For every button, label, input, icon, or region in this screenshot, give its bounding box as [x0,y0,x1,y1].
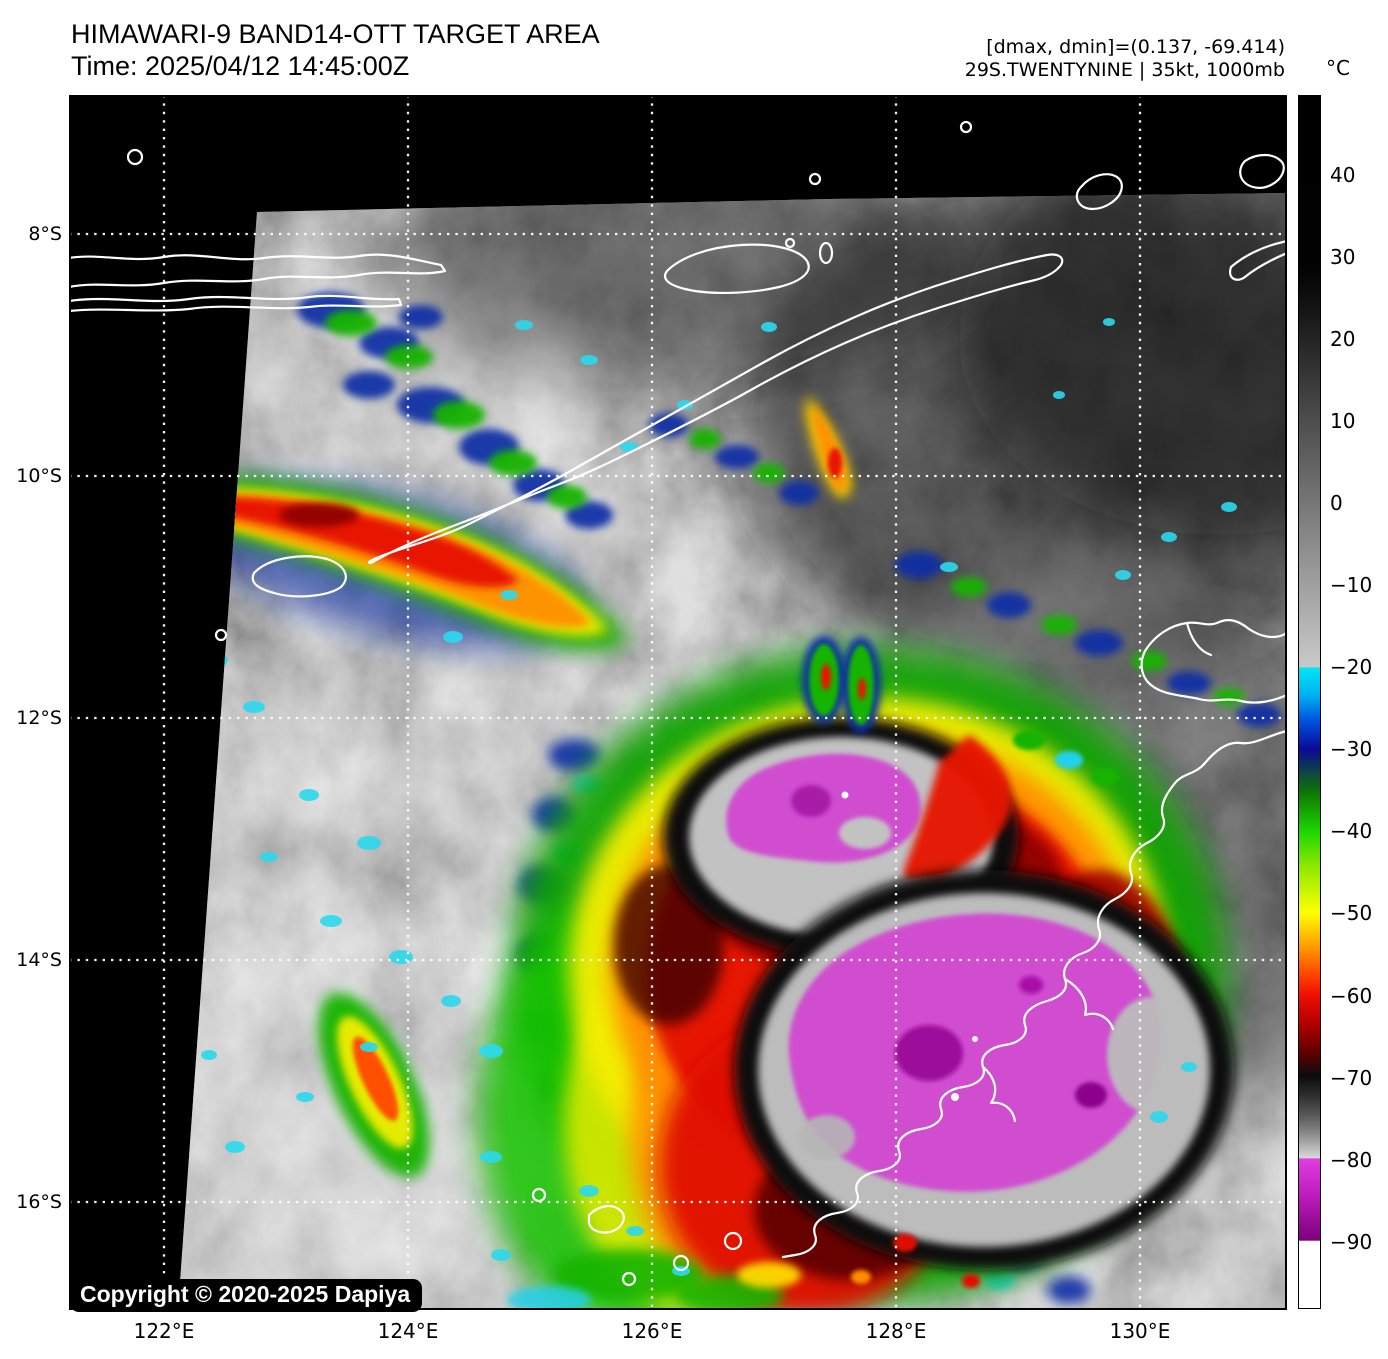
colorbar-tick-label: −20 [1330,655,1373,680]
lon-tick-label: 126°E [621,1319,683,1343]
island-chain-coast [69,294,403,313]
map-border [69,95,1287,1310]
lon-tick-label: 124°E [377,1319,439,1343]
lat-tick-label: 10°S [16,465,62,487]
product-time: Time: 2025/04/12 14:45:00Z [71,51,410,81]
tiwi-inlet [1185,621,1213,657]
colorbar-tick-label: 10 [1330,409,1356,434]
copyright-badge: Copyright © 2020-2025 Dapiya [70,1279,423,1312]
southern-band [507,1234,980,1310]
melville-tiwi-islands [1140,619,1287,704]
small-island [959,120,973,134]
atauro-island [818,241,834,265]
flores-chain-coast [69,253,447,289]
colorbar-tick-label: −30 [1330,737,1373,762]
lon-tick-label: 130°E [1109,1319,1171,1343]
small-island [214,628,228,642]
colorbar-tick-label: −40 [1330,819,1373,844]
leti-island [1075,173,1123,211]
timor-island [368,253,1064,565]
colorbar-tick-label: −50 [1330,901,1373,926]
colorbar-tick-label: −70 [1330,1065,1373,1090]
dmax-dmin-readout: [dmax, dmin]=(0.137, -69.414) [986,36,1285,58]
satellite-swath [178,193,1287,1310]
small-island [784,237,796,249]
small-island [621,1271,637,1287]
lon-tick-label: 128°E [865,1319,927,1343]
colorbar-tick-label: 40 [1330,163,1356,187]
colorbar-tick-label: −10 [1330,573,1373,598]
small-island [723,1231,743,1251]
small-island [126,148,144,166]
nw-convective-band [297,292,1281,727]
small-island [672,1254,690,1272]
product-title: HIMAWARI-9 BAND14-OTT TARGET AREA [71,19,600,49]
gulf-inlet [981,1065,1017,1123]
tanimbar-chain [1229,239,1287,281]
lon-tick-label: 122°E [133,1319,195,1343]
colorbar-unit-label: °C [1326,56,1350,80]
small-island [531,1187,547,1203]
colorbar-tick-label: −60 [1330,983,1373,1008]
australia-kimberley-coast [781,729,1287,1259]
babar-island [1239,153,1285,189]
satellite-map [69,95,1287,1310]
sumba-island [251,555,347,598]
wetar-island [663,243,810,295]
sw-streak [318,992,430,1178]
colorbar-tick-label: 20 [1330,327,1356,352]
colorbar-tick-label: −90 [1330,1229,1373,1254]
small-island [808,172,822,186]
colorbar-tick-label: 0 [1330,491,1343,516]
lat-lon-grid [69,95,1287,1310]
colorbar-tick-label: −80 [1330,1147,1373,1172]
lat-tick-label: 8°S [28,223,62,245]
ne-convective-cells [802,636,1119,786]
lat-tick-label: 16°S [16,1191,62,1213]
gulf-inlet [1063,977,1115,1031]
colorbar [1298,95,1321,1309]
colorbar-tick-label: 30 [1330,245,1356,270]
small-island [587,1205,625,1234]
coastlines [69,120,1287,1287]
lat-tick-label: 12°S [16,707,62,729]
storm-info: 29S.TWENTYNINE | 35kt, 1000mb [964,59,1285,81]
lat-tick-label: 14°S [16,949,62,971]
satellite-imagery [69,95,1287,1310]
